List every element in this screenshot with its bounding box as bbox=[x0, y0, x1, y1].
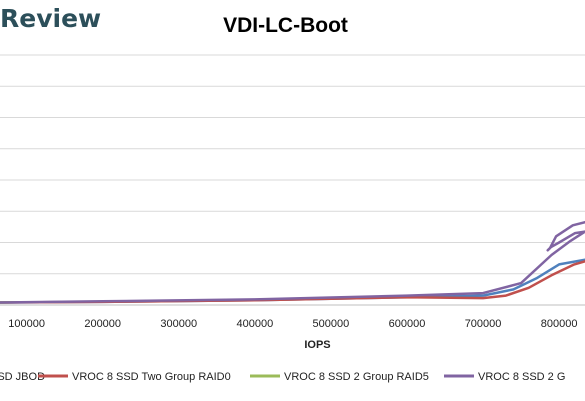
x-tick-label: 200000 bbox=[84, 318, 121, 330]
site-logo: Review bbox=[0, 4, 102, 33]
legend-label-1: VROC 8 SSD Two Group RAID0 bbox=[72, 371, 231, 383]
x-tick-label: 600000 bbox=[389, 318, 426, 330]
chart-title: VDI-LC-Boot bbox=[0, 14, 585, 38]
legend: SSD JBOD VROC 8 SSD Two Group RAID0 VROC 8… bbox=[0, 371, 565, 383]
x-tick-label: 800000 bbox=[541, 318, 578, 330]
legend-label-2: VROC 8 SSD 2 Group RAID5 bbox=[284, 371, 429, 383]
x-axis-ticks: 100000 200000 300000 400000 500000 600000 7000… bbox=[8, 318, 577, 330]
x-tick-label: 400000 bbox=[236, 318, 273, 330]
series-line-1 bbox=[0, 260, 585, 304]
legend-label-3: VROC 8 SSD 2 G bbox=[478, 371, 565, 383]
x-tick-label: 500000 bbox=[313, 318, 350, 330]
series-line-3 bbox=[0, 220, 585, 304]
series-lines bbox=[0, 220, 585, 304]
gridlines bbox=[0, 54, 585, 306]
x-tick-label: 700000 bbox=[465, 318, 502, 330]
x-tick-label: 300000 bbox=[160, 318, 197, 330]
legend-label-0: SSD JBOD bbox=[0, 371, 45, 383]
x-axis-label: IOPS bbox=[304, 339, 330, 351]
x-tick-label: 100000 bbox=[8, 318, 45, 330]
chart-title-text: VDI-LC-Boot bbox=[223, 14, 348, 37]
